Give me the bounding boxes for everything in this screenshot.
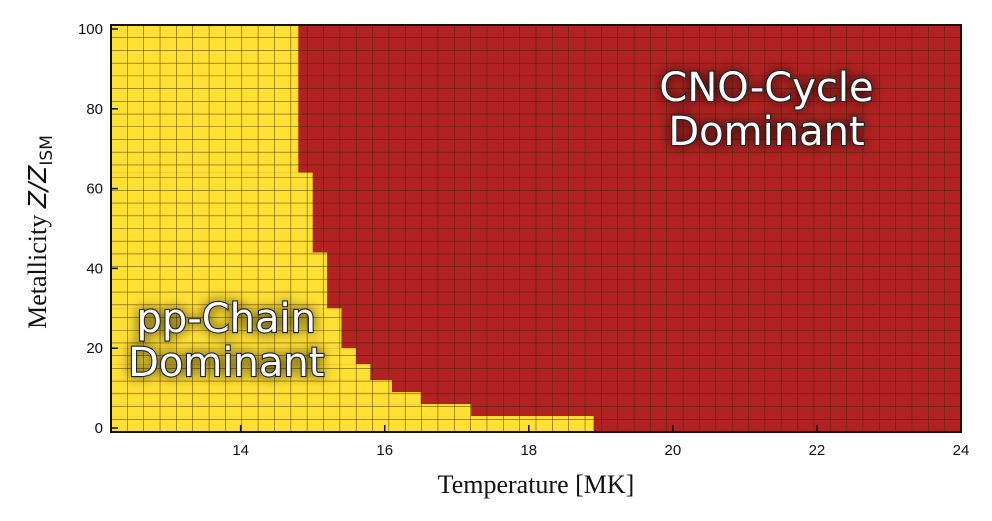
pp-band-3: [111, 308, 342, 349]
pp-band-6: [111, 380, 392, 393]
x-axis: 14 16 18 20 22 24: [232, 425, 969, 459]
x-tick-label: 24: [953, 442, 970, 459]
x-tick-label: 18: [520, 442, 537, 459]
region-label-line: Dominant: [668, 109, 864, 155]
region-label-line: pp-Chain: [137, 296, 316, 342]
region-label-1: pp-Chain Dominant: [128, 296, 324, 386]
plot-area: [110, 24, 962, 433]
y-axis-label: Metallicity Z/ZISM: [23, 135, 57, 329]
x-tick-label: 20: [665, 442, 682, 459]
x-tick-label: 22: [809, 442, 826, 459]
x-tick-label: 14: [232, 442, 249, 459]
pp-band-1: [111, 172, 313, 253]
pp-band-7: [111, 392, 421, 405]
pp-band-4: [111, 348, 356, 365]
pp-band-0: [111, 25, 299, 173]
cell-grid: [111, 25, 961, 432]
y-axis-label-main: Metallicity: [23, 208, 52, 329]
y-axis-label-var: Z/Z: [23, 165, 52, 210]
y-axis-label-sub: ISM: [37, 135, 57, 165]
plot-frame: [110, 24, 962, 433]
region-label-line: CNO-Cycle: [659, 65, 873, 111]
pp-band-9: [111, 416, 594, 432]
y-tick-label: 40: [86, 260, 103, 277]
y-tick-label: 20: [86, 340, 103, 357]
region-label-0: CNO-Cycle Dominant: [659, 65, 873, 155]
x-axis-label: Temperature [MK]: [438, 470, 635, 499]
y-tick-label: 60: [86, 181, 103, 198]
y-tick-label: 0: [95, 420, 103, 437]
region-label-line: Dominant: [128, 340, 324, 386]
y-tick-label: 80: [86, 101, 103, 118]
y-tick-label: 100: [78, 21, 103, 38]
y-axis: 0 20 40 60 80 100: [78, 21, 118, 437]
x-tick-label: 16: [376, 442, 393, 459]
